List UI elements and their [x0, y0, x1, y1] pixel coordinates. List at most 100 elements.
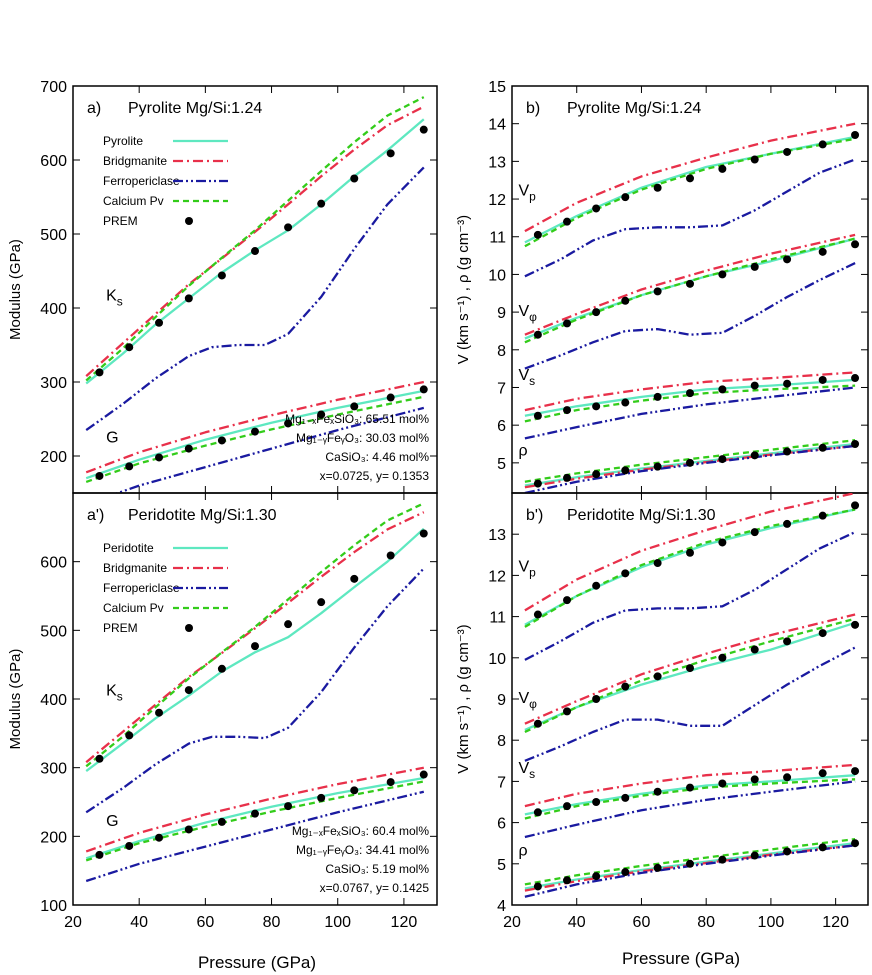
prem-point — [533, 330, 542, 339]
curve-label-sub: p — [529, 565, 536, 579]
prem-point — [533, 411, 542, 420]
prem-point — [750, 155, 759, 164]
prem-point — [563, 802, 572, 811]
prem-point — [783, 255, 792, 264]
prem-point — [592, 581, 601, 590]
prem-point — [592, 204, 601, 213]
prem-point — [217, 436, 226, 445]
prem-point — [818, 629, 827, 638]
prem-point — [533, 719, 542, 728]
prem-point — [592, 402, 601, 411]
x-axis-label-left: Pressure (GPa) — [198, 953, 316, 972]
series-line-bridgmanite-g — [85, 766, 425, 853]
prem-point — [851, 767, 860, 776]
series-line-peridotite — [85, 527, 425, 773]
prem-point — [95, 471, 104, 480]
curve-label-sub: s — [529, 767, 535, 781]
composition-line: CaSiO₃: 5.19 mol% — [325, 862, 429, 876]
prem-point — [592, 695, 601, 703]
prem-point — [621, 466, 630, 475]
series-line-calcium-pv — [85, 502, 425, 768]
prem-point — [653, 462, 662, 471]
prem-point — [184, 686, 193, 695]
prem-point — [621, 793, 630, 802]
prem-point — [851, 501, 860, 510]
panel-a-pyrolite-modulus: 200 300 400 500 600 700 Modulus (GPa) a) Pyrolit… — [7, 79, 438, 494]
prem-point — [750, 851, 759, 860]
curve-label-main: V — [518, 690, 529, 707]
x-tick-label: 20 — [64, 914, 82, 931]
prem-point — [155, 708, 164, 717]
curve-label: Vp — [518, 558, 536, 579]
prem-point — [818, 375, 827, 384]
prem-point — [718, 164, 727, 173]
y-tick-label: 8 — [497, 733, 506, 750]
prem-point — [184, 825, 193, 834]
prem-point — [350, 174, 359, 183]
plot-frame — [511, 85, 869, 494]
legend-label: Ferropericlase — [103, 174, 180, 188]
x-tick-label: 100 — [758, 914, 785, 931]
x-tick-label: 80 — [263, 914, 281, 931]
y-tick-label: 600 — [40, 153, 67, 170]
curve-label: Vφ — [518, 690, 537, 711]
prem-point — [686, 458, 694, 467]
prem-point — [386, 551, 395, 560]
prem-point — [95, 368, 104, 377]
prem-point — [563, 876, 572, 885]
curve-label: Vs — [518, 760, 535, 781]
prem-point — [563, 319, 572, 328]
composition-line: Mg₁₋ᵧFeᵧO₃: 30.03 mol% — [296, 431, 429, 445]
legend-label: Ferropericlase — [103, 581, 180, 595]
y-axis-label: Modulus (GPa) — [7, 649, 24, 750]
prem-point — [653, 287, 662, 296]
curve-label-sub: s — [117, 295, 123, 309]
y-tick-label: 12 — [488, 568, 506, 585]
curve-label-main: V — [518, 303, 529, 320]
prem-point — [533, 230, 542, 239]
prem-point — [783, 637, 792, 646]
y-tick-label: 13 — [488, 527, 506, 544]
legend-swatch-prem — [185, 217, 193, 225]
prem-point — [592, 470, 601, 479]
prem-point — [592, 872, 601, 881]
panel-b-pyrolite-velocity: 5 6 7 8 9 10 11 12 13 14 15 V (km s⁻¹) , ρ (g cm⁻³)… — [455, 79, 869, 494]
prem-point — [563, 406, 572, 415]
prem-point — [750, 775, 759, 784]
curve-label-sub: φ — [529, 697, 537, 711]
y-tick-label: 4 — [497, 898, 506, 915]
prem-point — [155, 453, 164, 462]
prem-point — [533, 610, 542, 619]
prem-point — [686, 548, 694, 557]
curve-label-main: V — [518, 367, 529, 384]
panel-label: a') — [87, 507, 104, 524]
curve-label: Vp — [518, 182, 536, 203]
y-axis-label: V (km s⁻¹) , ρ (g cm⁻³) — [455, 215, 472, 364]
y-axis-label: Modulus (GPa) — [7, 239, 24, 340]
x-axis-label-right: Pressure (GPa) — [622, 949, 740, 968]
prem-point — [419, 529, 428, 538]
series-line-rho-ferropericlase — [524, 444, 856, 493]
series-line-calcium-pv — [85, 96, 425, 382]
prem-point — [217, 271, 226, 280]
series-line-vp-ferropericlase — [524, 531, 856, 661]
prem-point — [818, 140, 827, 149]
legend-label: PREM — [103, 621, 138, 635]
y-tick-label: 400 — [40, 301, 67, 318]
prem-point — [621, 868, 630, 877]
curve-label: G — [106, 430, 118, 447]
prem-point — [851, 440, 860, 449]
y-tick-label: 14 — [488, 117, 506, 134]
prem-point — [563, 707, 572, 716]
prem-point — [533, 808, 542, 817]
prem-point — [851, 240, 860, 249]
prem-point — [251, 642, 259, 651]
series-line-vphi-ferropericlase — [524, 262, 856, 370]
y-tick-label: 5 — [497, 456, 506, 473]
prem-point — [386, 778, 395, 787]
prem-point — [686, 783, 694, 792]
series-line-vs-bridgmanite — [524, 371, 856, 412]
prem-point — [317, 410, 326, 419]
composition-line: Mg₁₋ₓFeₓSiO₃: 65.51 mol% — [285, 412, 429, 426]
